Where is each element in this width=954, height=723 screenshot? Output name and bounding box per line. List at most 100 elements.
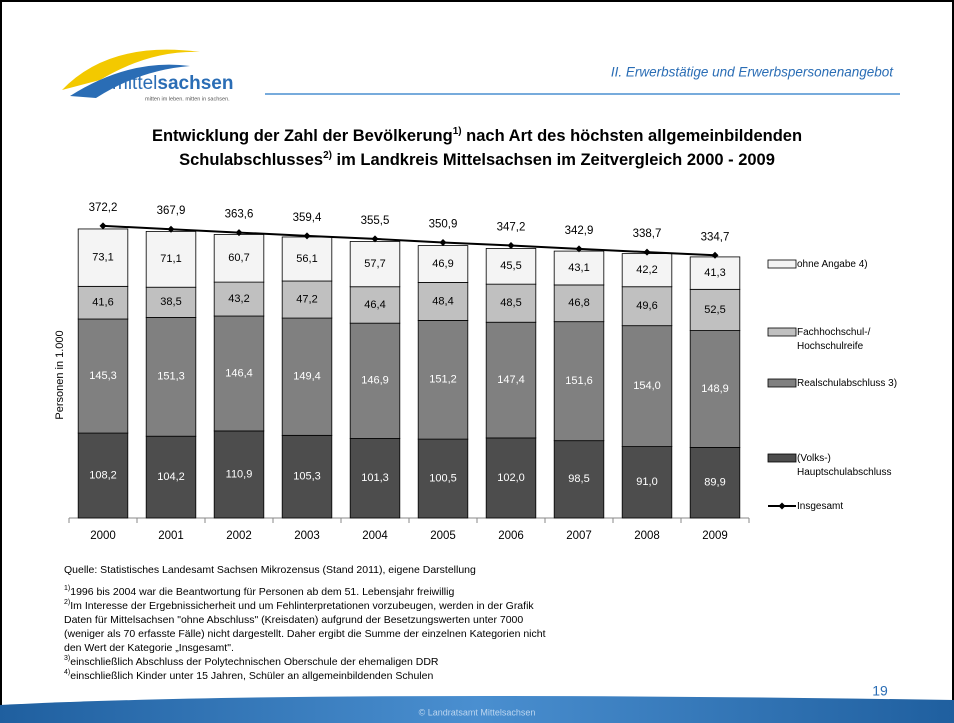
data-label: 342,9 xyxy=(565,225,594,237)
bar-segment xyxy=(77,285,129,320)
bar-segment xyxy=(77,318,129,434)
line-marker xyxy=(235,229,243,237)
data-label: 57,7 xyxy=(364,258,385,270)
x-tick-label: 2008 xyxy=(634,530,660,542)
logo-text: mittelsachsen xyxy=(112,73,233,94)
data-label: 149,4 xyxy=(293,371,321,383)
legend-label: Fachhochschul-/Hochschulreife xyxy=(797,327,871,352)
legend-label: (Volks-) Hauptschulabschluss xyxy=(797,453,892,478)
bar-segment xyxy=(485,283,537,323)
bar-segment xyxy=(77,228,129,287)
data-label: 46,8 xyxy=(568,297,589,309)
bar-segment xyxy=(417,438,469,519)
data-label: 41,6 xyxy=(92,297,113,309)
data-label: 154,0 xyxy=(633,380,661,392)
legend-label: ohne Angabe 4) xyxy=(797,259,868,270)
data-label: 89,9 xyxy=(704,477,725,489)
data-label: 146,4 xyxy=(225,367,253,379)
footnote: 3)einschließlich Abschluss der Polytechn… xyxy=(64,655,439,668)
footnote-text: Im Interesse der Ergebnissicherheit und … xyxy=(70,600,534,612)
chart-title: Schulabschlusses2) im Landkreis Mittelsa… xyxy=(179,150,775,170)
footnote: Quelle: Statistisches Landesamt Sachsen … xyxy=(64,564,476,576)
data-label: 47,2 xyxy=(296,293,317,305)
bar-segment xyxy=(145,286,197,318)
data-label: 146,9 xyxy=(361,375,389,387)
footnote-text: Quelle: Statistisches Landesamt Sachsen … xyxy=(64,564,476,576)
data-label: 48,4 xyxy=(432,295,453,307)
footnote: (weniger als 70 erfasste Fälle) nicht da… xyxy=(64,628,546,640)
line-marker xyxy=(575,245,583,253)
bar-segment xyxy=(689,288,741,331)
bar-segment xyxy=(349,322,401,439)
bar-segment xyxy=(213,234,265,283)
legend-label: Insgesamt xyxy=(797,501,843,512)
bar-segment xyxy=(77,432,129,519)
line-marker xyxy=(439,239,447,247)
data-label: 71,1 xyxy=(160,253,181,265)
footnote-marker: 2) xyxy=(64,599,70,606)
footnote-text: einschließlich Abschluss der Polytechnis… xyxy=(70,656,439,668)
bar-segment xyxy=(553,321,605,442)
bar-segment xyxy=(281,280,333,319)
data-label: 355,5 xyxy=(361,215,390,227)
data-label: 42,2 xyxy=(636,264,657,276)
data-label: 56,1 xyxy=(296,253,317,265)
data-label: 347,2 xyxy=(497,221,526,233)
data-label: 46,4 xyxy=(364,299,385,311)
logo: mittelsachsen mitten im leben. mitten in… xyxy=(62,49,233,102)
footnote-text: einschließlich Kinder unter 15 Jahren, S… xyxy=(70,670,433,682)
footnote: 2)Im Interesse der Ergebnissicherheit un… xyxy=(64,599,534,612)
footnote: 4)einschließlich Kinder unter 15 Jahren,… xyxy=(64,669,433,682)
data-label: 100,5 xyxy=(429,472,457,484)
legend-swatch xyxy=(778,502,786,510)
data-label: 38,5 xyxy=(160,296,181,308)
bar-segment xyxy=(349,241,401,288)
bar-segment xyxy=(417,282,469,321)
bar-segment xyxy=(145,317,197,437)
bar-segment xyxy=(689,256,741,290)
data-label: 49,6 xyxy=(636,300,657,312)
data-label: 73,1 xyxy=(92,252,113,264)
logo-tagline: mitten im leben. mitten in sachsen. xyxy=(145,96,230,102)
data-label: 148,9 xyxy=(701,383,729,395)
line-marker xyxy=(99,222,107,230)
bar-segment xyxy=(417,245,469,283)
bar-segment xyxy=(417,320,469,440)
bar-segment xyxy=(145,435,197,519)
bar-segment xyxy=(349,438,401,519)
line-marker xyxy=(643,248,651,256)
x-tick-label: 2009 xyxy=(702,530,728,542)
data-label: 147,4 xyxy=(497,374,525,386)
x-tick-label: 2001 xyxy=(158,530,184,542)
section-title: II. Erwerbstätige und Erwerbspersonenang… xyxy=(611,65,894,80)
footnote: den Wert der Kategorie „Insgesamt". xyxy=(64,642,234,654)
line-marker xyxy=(711,251,719,259)
data-label: 46,9 xyxy=(432,258,453,270)
footnote-marker: 4) xyxy=(64,669,70,676)
data-label: 45,5 xyxy=(500,260,521,272)
bar-segment xyxy=(621,253,673,288)
bar-segment xyxy=(213,430,265,519)
x-tick-label: 2004 xyxy=(362,530,388,542)
data-label: 334,7 xyxy=(701,231,730,243)
data-label: 363,6 xyxy=(225,209,254,221)
x-tick-label: 2006 xyxy=(498,530,524,542)
bar-segment xyxy=(281,236,333,282)
footer-band xyxy=(0,696,954,723)
data-label: 98,5 xyxy=(568,473,589,485)
total-line xyxy=(102,224,716,257)
page-number: 19 xyxy=(872,683,888,699)
chart-title: Entwicklung der Zahl der Bevölkerung1) n… xyxy=(152,126,802,146)
legend-swatch xyxy=(767,259,797,269)
data-label: 41,3 xyxy=(704,267,725,279)
copyright: © Landratsamt Mittelsachsen xyxy=(419,707,536,717)
bar-segment xyxy=(349,286,401,324)
data-label: 110,9 xyxy=(226,468,253,480)
data-label: 151,2 xyxy=(429,374,457,386)
line-marker xyxy=(371,235,379,243)
data-label: 350,9 xyxy=(429,219,458,231)
data-label: 108,2 xyxy=(89,469,117,481)
y-axis-label: Personen in 1.000 xyxy=(54,330,66,419)
bar-segment xyxy=(485,321,537,439)
